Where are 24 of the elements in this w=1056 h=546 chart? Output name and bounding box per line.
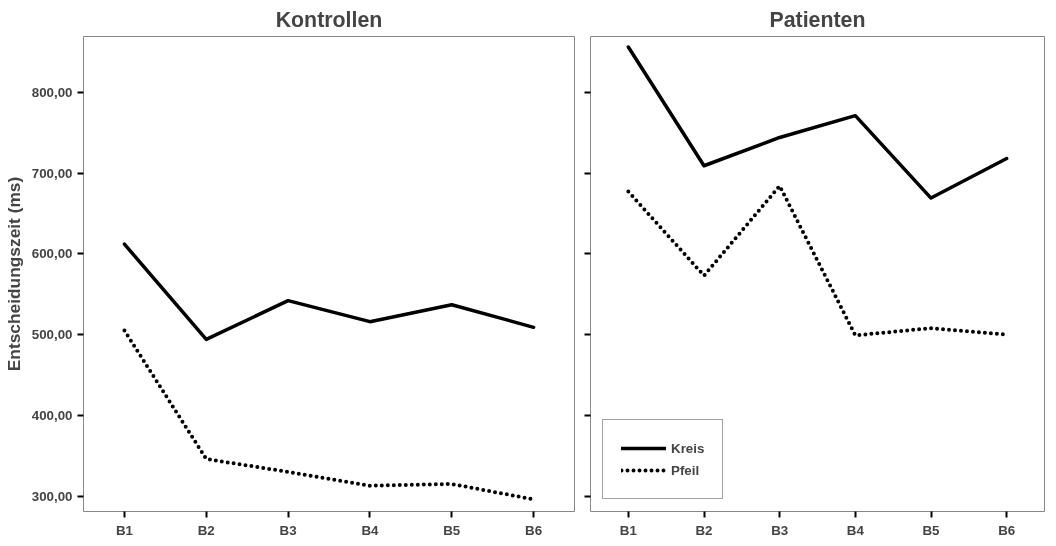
legend-label: Pfeil (671, 462, 700, 478)
line-series (122, 242, 536, 342)
x-tick-label: B6 (525, 522, 543, 538)
x-tick-label: B1 (115, 522, 134, 538)
x-tick-label: B1 (619, 522, 638, 538)
x-tick-label: B4 (361, 522, 380, 538)
y-tick-label: 500,00 (31, 327, 73, 343)
chart-title: Kontrollen (275, 7, 383, 32)
x-tick-label: B5 (922, 522, 941, 538)
x-tick-label: B2 (695, 522, 713, 538)
chart-title: Patienten (769, 7, 866, 32)
y-tick-label: 700,00 (31, 165, 73, 181)
x-tick-label: B3 (771, 522, 789, 538)
x-tick-label: B3 (279, 522, 297, 538)
x-tick-label: B5 (443, 522, 461, 538)
x-tick-label: B4 (846, 522, 865, 538)
legend-label: Kreis (671, 440, 705, 456)
x-tick-label: B2 (197, 522, 215, 538)
y-tick-label: 600,00 (31, 246, 73, 262)
y-tick-label: 800,00 (31, 84, 73, 100)
y-axis-title: Entscheidungszeit (ms) (3, 176, 24, 372)
x-tick-label: B6 (998, 522, 1016, 538)
y-tick-label: 400,00 (31, 407, 73, 423)
y-tick-label: 300,00 (31, 488, 73, 504)
